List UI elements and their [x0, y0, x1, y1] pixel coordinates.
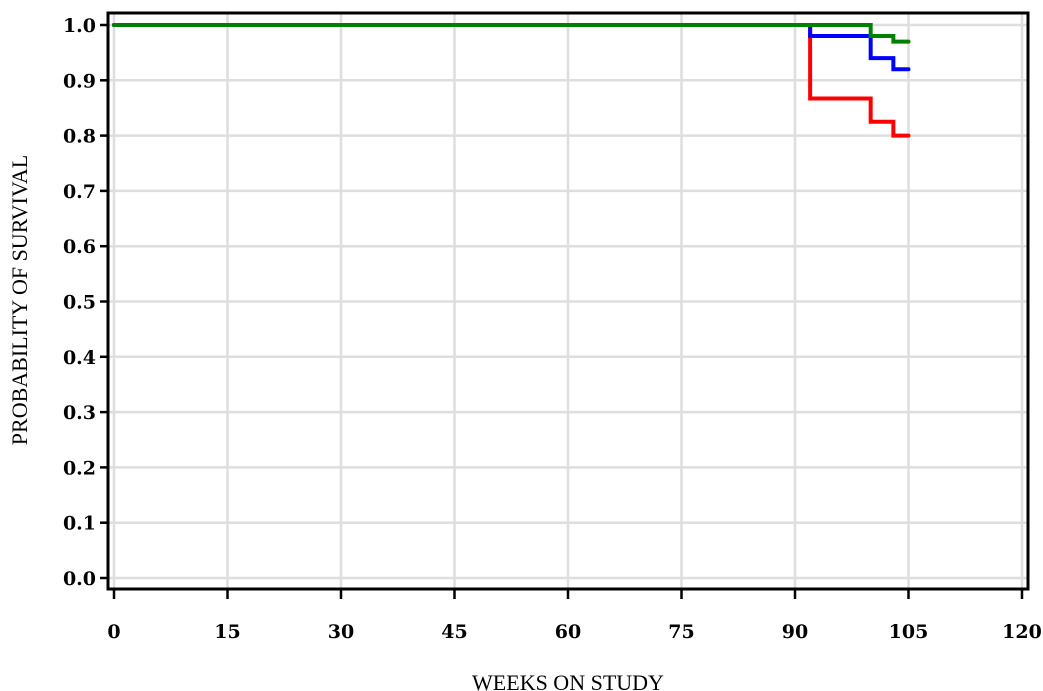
series-line-2	[112, 23, 911, 44]
series-group	[112, 23, 911, 138]
x-tick-label-7: 105	[889, 621, 929, 643]
y-axis-title: PROBABILITY OF SURVIVAL	[7, 155, 32, 445]
y-tick-label-10: 1.0	[63, 15, 96, 37]
x-tick-label-4: 60	[555, 621, 581, 643]
x-tick-label-6: 90	[782, 621, 808, 643]
y-tick-label-6: 0.6	[63, 236, 96, 258]
y-tick-label-5: 0.5	[63, 292, 96, 314]
y-tick-label-1: 0.1	[63, 513, 96, 535]
x-axis-title: WEEKS ON STUDY	[472, 670, 664, 691]
x-tick-label-5: 75	[668, 621, 694, 643]
y-tick-label-9: 0.9	[63, 70, 96, 92]
x-tick-label-1: 15	[214, 621, 240, 643]
ticks: 0 15 30 45 60 75 90 105 120 0.0 0.1 0.2 0.3 0.4 0.5 0.6…	[63, 15, 1042, 643]
y-tick-label-7: 0.7	[63, 181, 96, 203]
grid	[108, 13, 1028, 589]
x-tick-label-2: 30	[328, 621, 354, 643]
x-tick-label-8: 120	[1002, 621, 1042, 643]
series-line-1	[112, 23, 911, 72]
y-tick-label-2: 0.2	[63, 457, 96, 479]
x-tick-label-3: 45	[441, 621, 467, 643]
y-tick-label-0: 0.0	[63, 568, 96, 590]
y-tick-label-8: 0.8	[63, 126, 96, 148]
y-tick-label-3: 0.3	[63, 402, 96, 424]
x-tick-label-0: 0	[107, 621, 120, 643]
y-tick-label-4: 0.4	[63, 347, 96, 369]
